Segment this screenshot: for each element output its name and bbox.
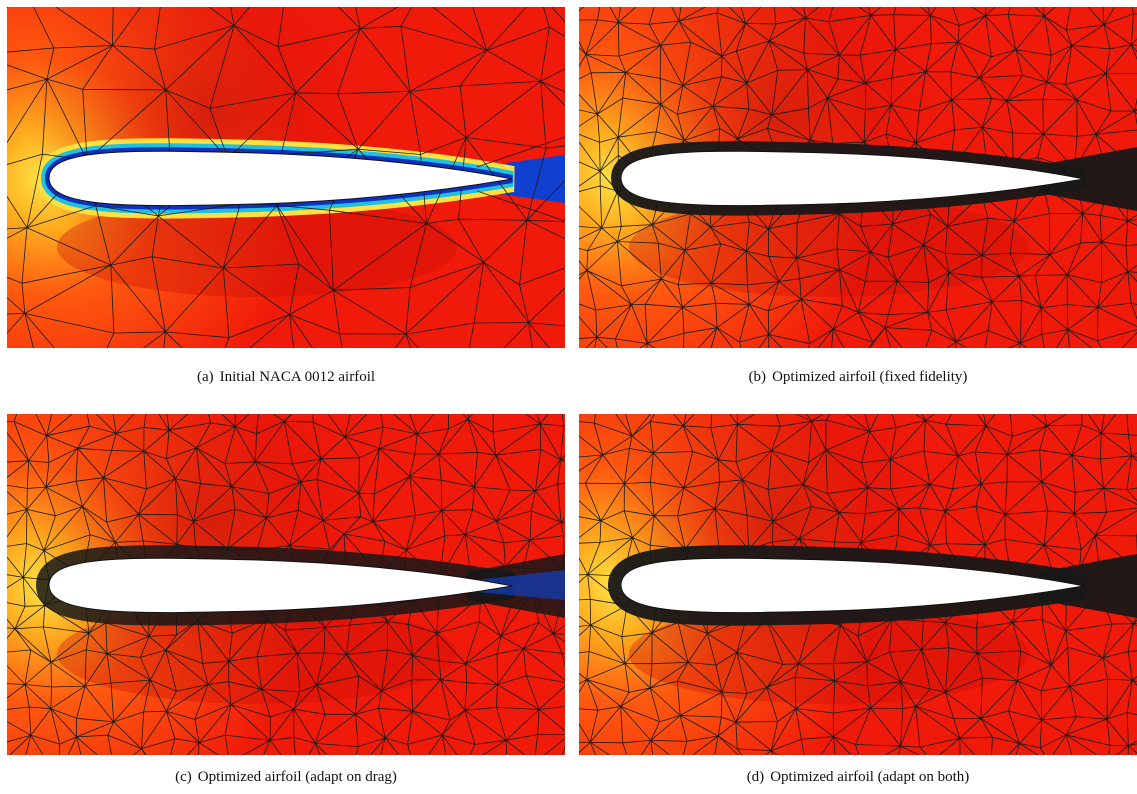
mesh-edge (982, 255, 983, 277)
caption: (d) Optimized airfoil (adapt on both) (579, 769, 1137, 786)
mesh-edge (1110, 745, 1129, 746)
mesh-edge (51, 662, 52, 687)
mesh-edge (139, 514, 178, 515)
mesh-panel (579, 7, 1137, 348)
caption-label: (c) (175, 769, 192, 785)
mesh-edge (1128, 746, 1129, 755)
caption-text: Optimized airfoil (adapt on drag) (198, 769, 397, 785)
mesh-edge (600, 142, 601, 171)
mesh-edge (497, 654, 498, 685)
mesh-panel (579, 414, 1137, 755)
caption: (a) Initial NACA 0012 airfoil (7, 369, 565, 386)
mesh-edge (960, 738, 961, 755)
caption-label: (a) (197, 369, 214, 385)
figure: (a) Initial NACA 0012 airfoil (b) Optimize… (0, 0, 1137, 794)
caption: (b) Optimized airfoil (fixed fidelity) (579, 369, 1137, 386)
caption-label: (b) (749, 369, 767, 385)
mesh-edge (83, 89, 166, 90)
mesh-edge (590, 742, 623, 743)
caption: (c) Optimized airfoil (adapt on drag) (7, 769, 565, 786)
mesh-panel (7, 414, 565, 755)
caption-text: Initial NACA 0012 airfoil (220, 369, 375, 385)
mesh-edge (721, 56, 722, 76)
mesh-edge (768, 311, 769, 335)
mesh-edge (977, 628, 978, 653)
caption-text: Optimized airfoil (adapt on both) (770, 769, 969, 785)
caption-label: (d) (747, 769, 765, 785)
mesh-edge (1097, 307, 1098, 340)
mesh-edge (540, 424, 541, 449)
caption-text: Optimized airfoil (fixed fidelity) (772, 369, 967, 385)
mesh-panel (7, 7, 565, 348)
mesh-edge (871, 708, 903, 709)
